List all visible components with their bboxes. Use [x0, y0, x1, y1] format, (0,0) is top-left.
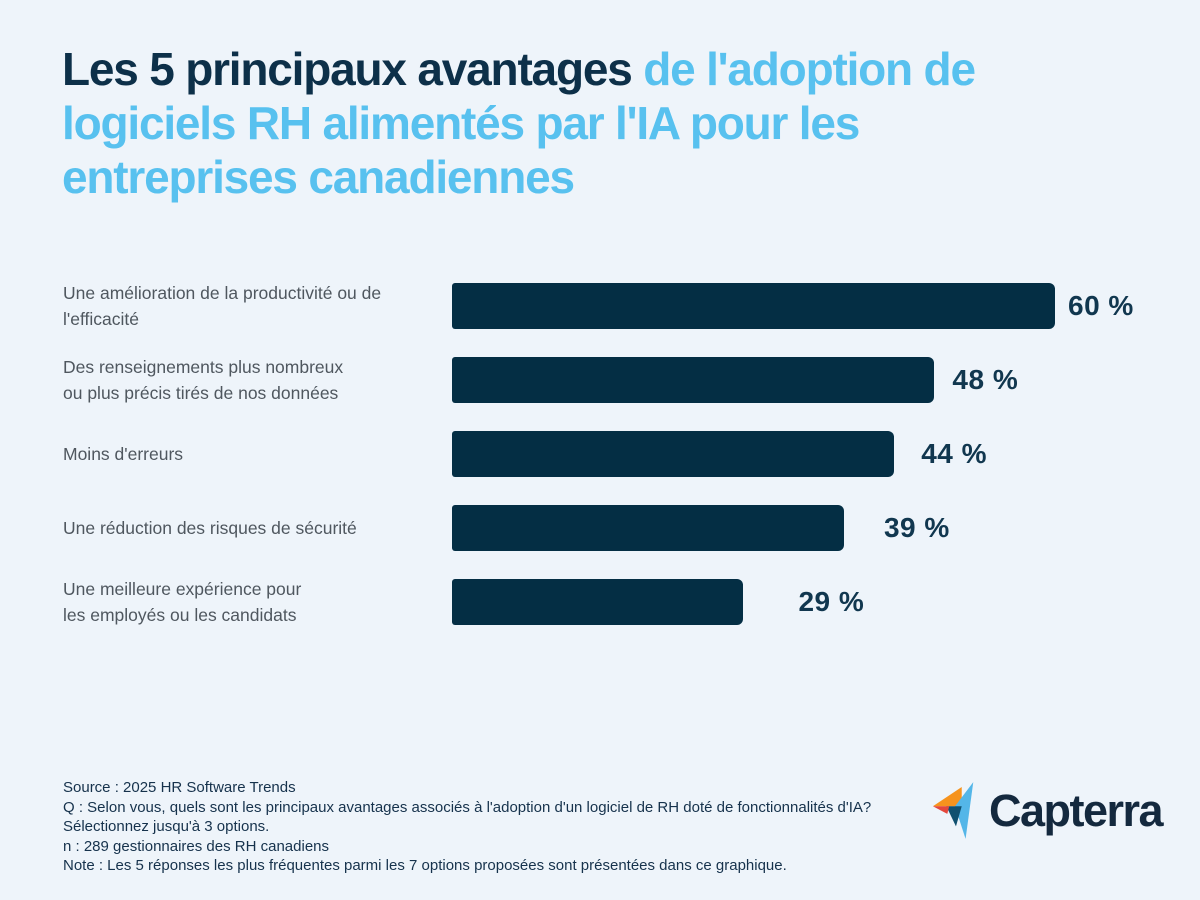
bar-row-fewer-errors: Moins d'erreurs 44 % [0, 431, 1200, 477]
bar [452, 283, 1055, 329]
category-label: Une réduction des risques de sécurité [63, 518, 357, 538]
category-label: Une amélioration de la productivité ou d… [63, 283, 382, 329]
value-label: 29 % [798, 586, 865, 617]
value-label: 60 % [1068, 290, 1134, 321]
bar-area: 29 % [452, 579, 1200, 625]
horizontal-bar-chart: Une amélioration de la productivité ou d… [0, 283, 1200, 625]
bar-area: 48 % [452, 357, 1200, 403]
bar [452, 505, 844, 551]
footnote-note: Note : Les 5 réponses les plus fréquente… [63, 857, 787, 874]
bar-row-employee-experience: Une meilleure expérience pour les employ… [0, 579, 1200, 625]
bar-area: 60 % [452, 283, 1200, 329]
page-title-light-part: de l'adoption de logiciels RH alimentés … [62, 43, 976, 203]
logo-triangle-lightblue [955, 782, 974, 839]
capterra-logo-mark [932, 782, 974, 839]
footnote-question: Q : Selon vous, quels sont les principau… [63, 798, 872, 816]
page-title-dark-part: Les 5 principaux avantages [62, 43, 644, 95]
bar-row-insights: Des renseignements plus nombreux ou plus… [0, 357, 1200, 403]
category-label: Des renseignements plus nombreux ou plus… [63, 357, 344, 403]
footnote-question-continued: Sélectionnez jusqu'à 3 options. [63, 818, 270, 835]
bar-area: 39 % [452, 505, 1200, 551]
bar-row-productivity: Une amélioration de la productivité ou d… [0, 283, 1200, 329]
footnote-sample-size: n : 289 gestionnaires des RH canadiens [63, 837, 330, 855]
capterra-logo: Capterra [930, 781, 1164, 841]
page-title: Les 5 principaux avantages de l'adoption… [62, 42, 1132, 204]
bar [452, 431, 895, 477]
capterra-wordmark: Capterra [989, 785, 1164, 836]
bar-area: 44 % [452, 431, 1200, 477]
value-label: 44 % [921, 438, 988, 469]
value-label: 39 % [883, 512, 950, 543]
footnotes: Source : 2025 HR Software Trends Q : Sel… [63, 778, 903, 876]
value-label: 48 % [952, 364, 1019, 395]
footnote-source: Source : 2025 HR Software Trends [63, 779, 296, 796]
bar [452, 579, 744, 625]
bar-row-security-risks: Une réduction des risques de sécurité 39… [0, 505, 1200, 551]
logo-triangle-darkblue [946, 806, 962, 827]
category-label: Une meilleure expérience pour les employ… [63, 579, 302, 625]
bar [452, 357, 935, 403]
logo-triangle-red [932, 806, 950, 814]
category-label: Moins d'erreurs [63, 444, 184, 464]
